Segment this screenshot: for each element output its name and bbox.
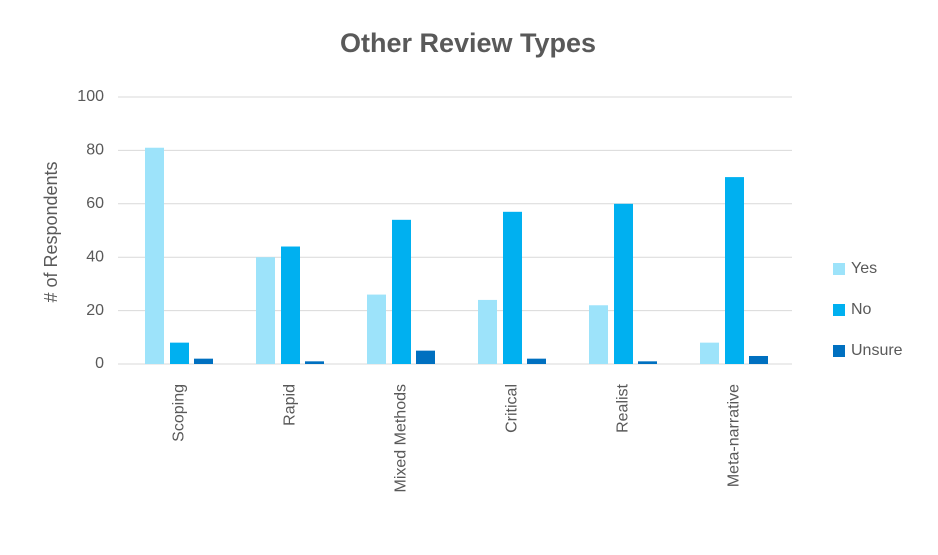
bar (305, 361, 324, 364)
legend-label: Unsure (851, 342, 903, 359)
bar (749, 355, 768, 364)
bar (281, 246, 300, 364)
bar (527, 358, 546, 364)
bar (700, 342, 719, 364)
bar (725, 177, 744, 364)
bar (614, 203, 633, 364)
x-tick-label: Realist (615, 383, 632, 432)
y-tick-label: 100 (77, 88, 104, 105)
bar (256, 257, 275, 364)
y-tick-label: 0 (95, 355, 104, 372)
bar (589, 305, 608, 364)
legend-label: No (851, 301, 872, 318)
y-axis-label: # of Respondents (41, 161, 61, 302)
bar (170, 342, 189, 364)
x-tick-label: Mixed Methods (393, 384, 410, 493)
bar (194, 358, 213, 364)
bar (638, 361, 657, 364)
bar (367, 294, 386, 364)
x-tick-label: Scoping (171, 384, 188, 442)
chart-title: Other Review Types (340, 28, 596, 58)
legend-swatch (833, 304, 845, 316)
y-tick-label: 60 (86, 195, 104, 212)
legend-label: Yes (851, 260, 877, 277)
x-tick-label: Meta-narrative (726, 384, 743, 487)
legend-swatch (833, 345, 845, 357)
bar (503, 211, 522, 364)
bar (478, 299, 497, 364)
x-tick-label: Critical (504, 384, 521, 433)
y-tick-label: 40 (86, 248, 104, 265)
bar (145, 147, 164, 364)
bar (416, 350, 435, 364)
x-tick-label: Rapid (282, 384, 299, 426)
legend-swatch (833, 263, 845, 275)
y-tick-label: 20 (86, 302, 104, 319)
y-tick-label: 80 (86, 142, 104, 159)
bar (392, 219, 411, 364)
